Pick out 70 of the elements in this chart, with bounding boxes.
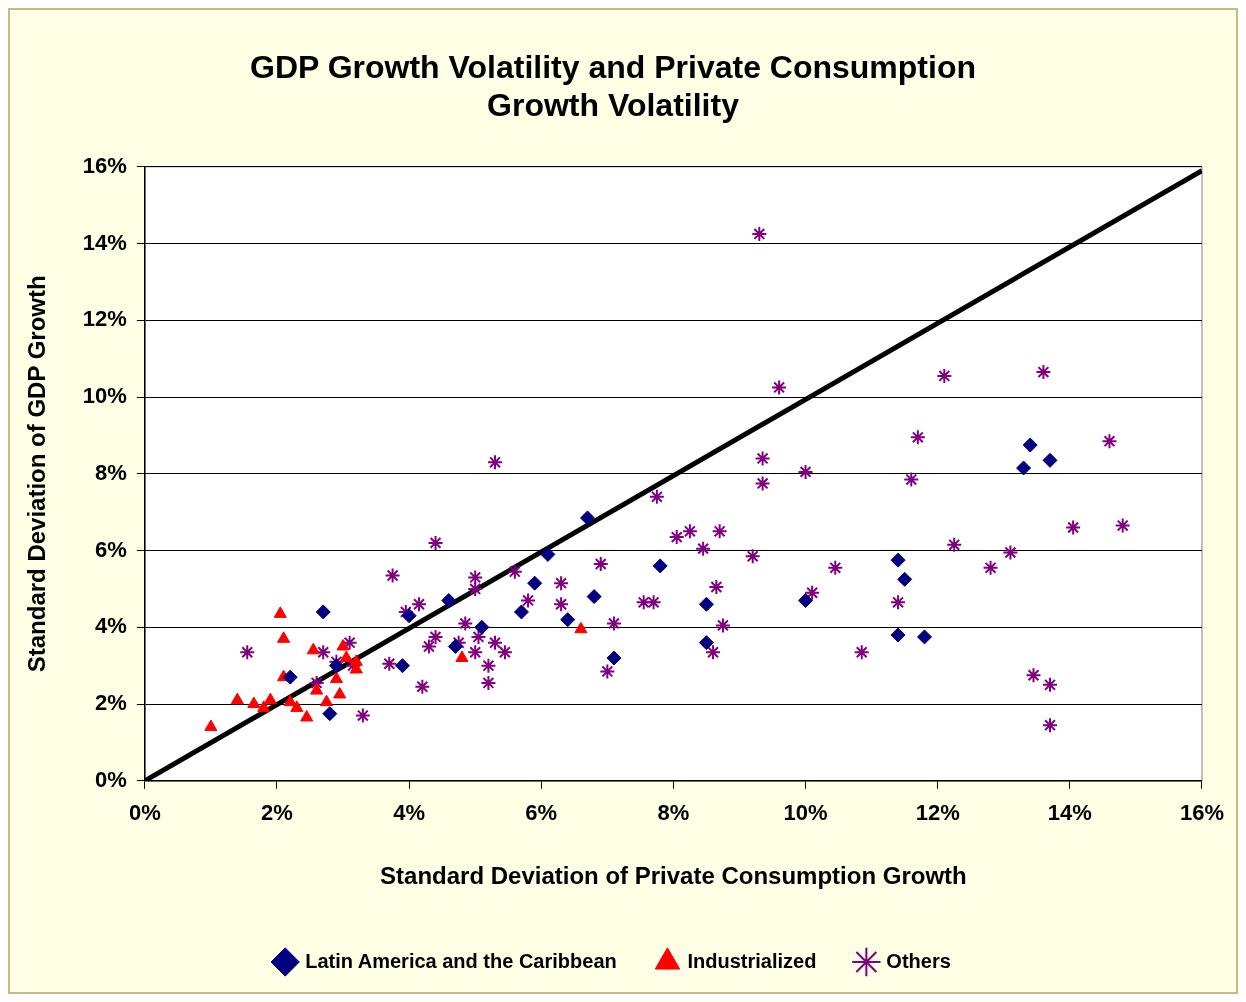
- x-tick-label: 8%: [657, 800, 690, 826]
- legend-label: Others: [886, 949, 951, 972]
- x-tick-label: 6%: [525, 800, 558, 826]
- point: [282, 669, 298, 685]
- point: [300, 709, 314, 722]
- point: [441, 592, 457, 608]
- point: [586, 589, 602, 605]
- point: [698, 596, 714, 612]
- x-tick-label: 2%: [261, 800, 293, 826]
- point: [283, 694, 297, 707]
- point: [447, 638, 463, 654]
- point: [1042, 452, 1058, 468]
- point: [474, 619, 490, 635]
- point: [1016, 460, 1032, 476]
- point: [257, 700, 271, 712]
- point: [204, 719, 218, 732]
- point: [290, 700, 304, 712]
- point: [1022, 437, 1038, 453]
- point: [230, 692, 244, 705]
- point: [798, 592, 814, 608]
- point: [897, 571, 913, 587]
- point: [513, 604, 529, 620]
- y-axis-title: Standard Deviation of GDP Growth: [23, 275, 51, 673]
- point: [339, 650, 353, 662]
- point: [329, 671, 343, 684]
- y-tick-label: 6%: [95, 536, 127, 562]
- x-tick-label: 10%: [783, 800, 828, 826]
- point: [890, 552, 906, 568]
- point: [916, 629, 932, 645]
- point: [328, 658, 344, 674]
- x-tick-label: 16%: [1179, 800, 1225, 826]
- point: [652, 558, 668, 574]
- point: [574, 621, 588, 634]
- point: [698, 635, 714, 651]
- point: [395, 658, 411, 674]
- point: [306, 642, 320, 655]
- y-tick-label: 16%: [82, 152, 127, 178]
- point: [540, 546, 556, 562]
- point: [560, 612, 576, 628]
- point: [606, 650, 622, 666]
- y-tick-label: 0%: [95, 766, 127, 792]
- legend-label: Latin America and the Caribbean: [305, 949, 617, 972]
- point: [319, 694, 334, 707]
- point: [322, 706, 338, 722]
- y-tick-label: 12%: [82, 306, 127, 332]
- point: [580, 510, 596, 526]
- y-tick-label: 8%: [95, 459, 127, 485]
- y-tick-label: 10%: [82, 383, 127, 409]
- x-tick-label: 12%: [915, 800, 960, 826]
- x-tick-label: 0%: [128, 800, 161, 826]
- x-tick-label: 4%: [393, 800, 426, 826]
- point: [890, 627, 906, 643]
- y-tick-label: 2%: [95, 690, 127, 716]
- y-tick-label: 4%: [95, 613, 127, 639]
- point: [247, 696, 261, 709]
- point: [527, 575, 543, 591]
- point: [333, 686, 347, 699]
- point: [273, 606, 287, 618]
- point: [277, 631, 291, 643]
- point: [310, 683, 324, 695]
- x-tick-label: 14%: [1047, 800, 1092, 826]
- point: [336, 638, 350, 651]
- legend-label: Industrialized: [687, 949, 817, 972]
- point: [263, 692, 277, 705]
- point: [315, 604, 331, 620]
- y-tick-label: 14%: [82, 229, 127, 255]
- point: [401, 608, 417, 624]
- x-axis-title: Standard Deviation of Private Consumption Growth: [380, 862, 967, 890]
- chart-title: GDP Growth Volatility and Private Consumption Growth Volatility: [250, 49, 976, 124]
- point: [455, 650, 469, 662]
